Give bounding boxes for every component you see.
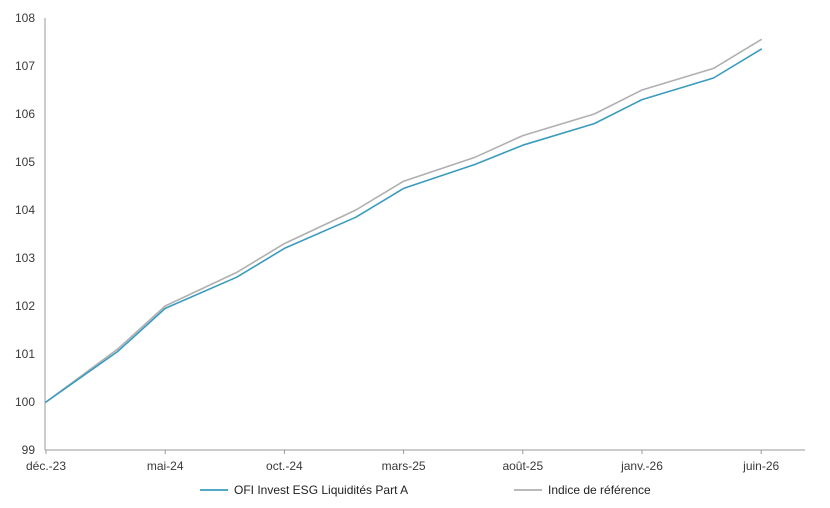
x-tick-label: août-25: [502, 459, 543, 473]
legend: OFI Invest ESG Liquidités Part A Indice d…: [200, 483, 651, 497]
series-line-1: [45, 38, 763, 403]
legend-label-1: Indice de référence: [548, 483, 651, 497]
y-tick-label: 106: [15, 107, 35, 121]
x-axis: déc.-23 mai-24 oct.-24 mars-25 août-25 janv.-…: [26, 449, 805, 473]
y-tick-label: 107: [15, 59, 35, 73]
y-axis: 99 100 101 102 103 104 105 106 107 108: [15, 11, 46, 457]
y-tick-label: 99: [22, 443, 36, 457]
x-tick-label: mai-24: [147, 459, 184, 473]
y-tick-label: 101: [15, 347, 35, 361]
y-tick-label: 103: [15, 251, 35, 265]
y-tick-label: 100: [15, 395, 35, 409]
x-tick-label: janv.-26: [620, 459, 663, 473]
y-tick-label: 108: [15, 11, 35, 25]
x-tick-label: déc.-23: [26, 459, 66, 473]
series-line-0: [45, 48, 763, 403]
legend-label-0: OFI Invest ESG Liquidités Part A: [234, 483, 408, 497]
series-layer: [45, 38, 763, 403]
y-tick-label: 105: [15, 155, 35, 169]
y-tick-label: 102: [15, 299, 35, 313]
x-tick-label: juin-26: [742, 459, 779, 473]
x-tick-label: oct.-24: [266, 459, 303, 473]
y-tick-label: 104: [15, 203, 35, 217]
x-tick-label: mars-25: [382, 459, 426, 473]
